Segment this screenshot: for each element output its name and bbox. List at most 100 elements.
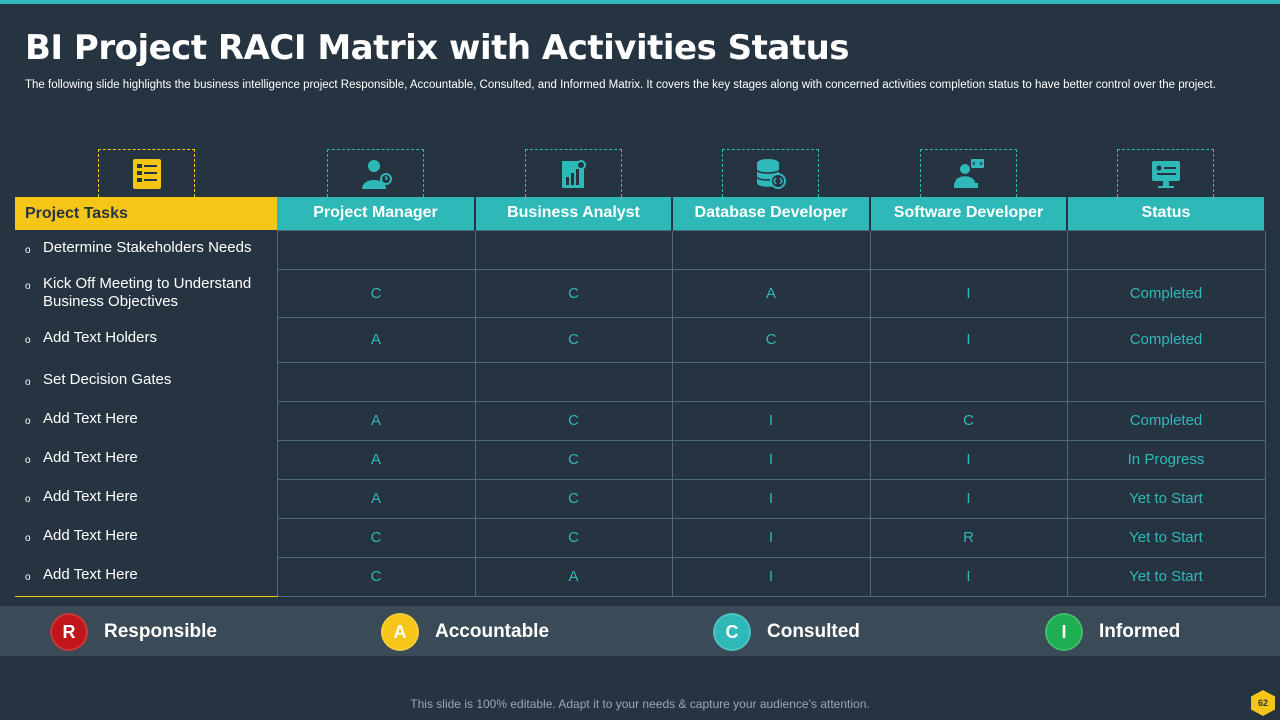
bullet-icon: o (25, 455, 31, 466)
column-header-database-developer: Database Developer (672, 197, 871, 230)
raci-cell-database-developer: I (671, 517, 871, 558)
legend-circle-r: R (50, 613, 88, 651)
table-row: o Add Text Here A C I I Yet to Start (15, 478, 1266, 519)
raci-cell-database-developer: I (671, 478, 871, 519)
table-row: o Add Text Here C C I R Yet to Start (15, 517, 1266, 558)
table-row: o Add Text Holders A C C I Completed (15, 316, 1266, 363)
task-label: Add Text Holders (43, 329, 157, 346)
raci-cell-database-developer: C (671, 316, 871, 363)
table-row: o Add Text Here A C I I In Progress (15, 439, 1266, 480)
raci-legend: R Responsible A Accountable C Consulted … (0, 606, 1280, 656)
raci-cell-database-developer (671, 229, 871, 270)
raci-cell-business-analyst: C (474, 439, 673, 480)
bullet-icon: o (25, 416, 31, 427)
raci-cell-software-developer: R (869, 517, 1068, 558)
raci-cell-business-analyst (474, 229, 673, 270)
status-cell: Yet to Start (1066, 478, 1266, 519)
legend-circle-c: C (713, 613, 751, 651)
raci-cell-software-developer: I (869, 316, 1068, 363)
status-cell: Completed (1066, 268, 1266, 318)
task-cell: o Add Text Here (15, 401, 277, 440)
top-accent-bar (0, 0, 1280, 4)
table-row: o Determine Stakeholders Needs (15, 229, 1266, 270)
raci-cell-project-manager (276, 229, 476, 270)
task-cell: o Add Text Here (15, 557, 277, 597)
legend-consulted: C Consulted (713, 613, 860, 651)
status-cell: In Progress (1066, 439, 1266, 480)
table-row: o Set Decision Gates (15, 361, 1266, 402)
task-cell: o Kick Off Meeting to Understand Business… (15, 269, 277, 317)
raci-cell-project-manager: C (276, 517, 476, 558)
table-row: o Add Text Here A C I C Completed (15, 400, 1266, 441)
legend-circle-a: A (381, 613, 419, 651)
page-subtitle: The following slide highlights the busin… (25, 79, 1216, 91)
legend-label-accountable: Accountable (435, 621, 550, 642)
legend-responsible: R Responsible (50, 613, 217, 651)
task-label: Kick Off Meeting to Understand Business … (43, 275, 252, 310)
raci-cell-software-developer: I (869, 556, 1068, 597)
task-label: Set Decision Gates (43, 371, 172, 388)
status-cell: Completed (1066, 400, 1266, 441)
raci-cell-software-developer: C (869, 400, 1068, 441)
raci-cell-business-analyst: A (474, 556, 673, 597)
analyst-icon (525, 149, 622, 197)
bullet-icon: o (25, 335, 31, 346)
raci-cell-project-manager: C (276, 556, 476, 597)
task-label: Add Text Here (43, 449, 138, 466)
status-cell (1066, 361, 1266, 402)
table-header-row: Project Tasks Project Manager Business A… (15, 197, 1266, 230)
raci-cell-project-manager: A (276, 316, 476, 363)
raci-cell-software-developer (869, 361, 1068, 402)
task-cell: o Add Text Here (15, 440, 277, 479)
task-label: Determine Stakeholders Needs (43, 239, 252, 256)
raci-cell-project-manager: C (276, 268, 476, 318)
column-header-project-manager: Project Manager (277, 197, 476, 230)
legend-label-informed: Informed (1099, 621, 1181, 642)
page-title: BI Project RACI Matrix with Activities S… (25, 28, 850, 68)
raci-cell-business-analyst: C (474, 316, 673, 363)
raci-cell-project-manager: A (276, 400, 476, 441)
status-cell (1066, 229, 1266, 270)
raci-cell-business-analyst: C (474, 478, 673, 519)
task-label: Add Text Here (43, 565, 138, 583)
raci-cell-database-developer (671, 361, 871, 402)
status-cell: Yet to Start (1066, 517, 1266, 558)
raci-cell-project-manager (276, 361, 476, 402)
raci-cell-business-analyst: C (474, 400, 673, 441)
legend-circle-i: I (1045, 613, 1083, 651)
status-cell: Completed (1066, 316, 1266, 363)
raci-cell-software-developer: I (869, 439, 1068, 480)
status-cell: Yet to Start (1066, 556, 1266, 597)
raci-cell-database-developer: A (671, 268, 871, 318)
legend-accountable: A Accountable (381, 613, 549, 651)
legend-label-consulted: Consulted (767, 621, 860, 642)
task-cell: o Determine Stakeholders Needs (15, 230, 277, 269)
task-cell: o Add Text Holders (15, 317, 277, 362)
checklist-icon (98, 149, 195, 197)
bullet-icon: o (25, 377, 31, 388)
task-cell: o Add Text Here (15, 518, 277, 557)
task-cell: o Set Decision Gates (15, 362, 277, 401)
bullet-icon: o (25, 494, 31, 505)
column-header-status: Status (1067, 197, 1266, 230)
table-row: o Add Text Here C A I I Yet to Start (15, 556, 1266, 597)
column-header-software-developer: Software Developer (870, 197, 1068, 230)
manager-icon (327, 149, 424, 197)
raci-cell-software-developer (869, 229, 1068, 270)
task-cell: o Add Text Here (15, 479, 277, 518)
raci-cell-software-developer: I (869, 478, 1068, 519)
page-number-badge: 62 (1251, 690, 1275, 716)
raci-cell-software-developer: I (869, 268, 1068, 318)
developer-icon (920, 149, 1017, 197)
raci-cell-business-analyst: C (474, 268, 673, 318)
column-header-project-tasks: Project Tasks (15, 197, 277, 230)
legend-label-responsible: Responsible (104, 621, 217, 642)
raci-cell-database-developer: I (671, 400, 871, 441)
bullet-icon: o (25, 533, 31, 544)
task-label: Add Text Here (43, 488, 138, 505)
database-icon (722, 149, 819, 197)
task-label: Add Text Here (43, 527, 138, 544)
raci-cell-business-analyst: C (474, 517, 673, 558)
status-monitor-icon (1117, 149, 1214, 197)
footer-note: This slide is 100% editable. Adapt it to… (410, 697, 870, 711)
